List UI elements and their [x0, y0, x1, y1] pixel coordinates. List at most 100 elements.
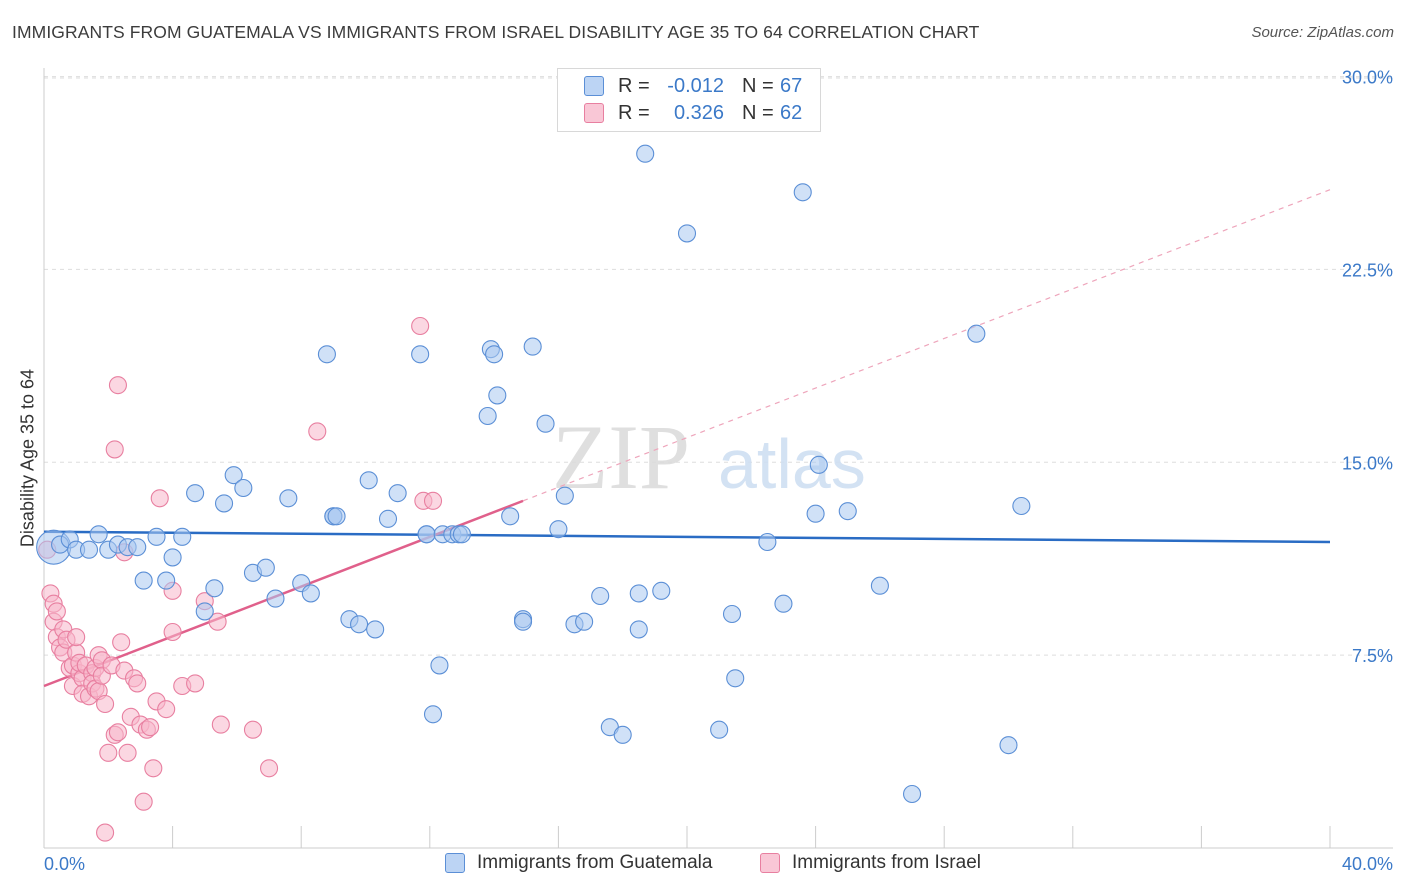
data-point-guatemala	[430, 656, 449, 675]
data-point-guatemala	[234, 478, 253, 498]
data-point-israel	[108, 723, 127, 742]
data-point-israel	[208, 612, 227, 631]
legend-r-value: 0.326	[673, 101, 724, 124]
data-point-guatemala	[513, 612, 533, 631]
trend-line-israel-extension	[522, 189, 1331, 502]
data-point-guatemala	[186, 484, 205, 503]
source-label: Source: ZipAtlas.com	[1251, 24, 1394, 41]
data-point-guatemala	[726, 669, 745, 688]
data-point-guatemala	[636, 144, 655, 163]
data-point-guatemala	[163, 548, 182, 567]
legend-r-label: R =	[618, 74, 650, 97]
data-point-guatemala	[195, 602, 214, 621]
legend-row-israel: R = 0.326 N = 62	[558, 100, 802, 126]
watermark-zip: ZIP	[552, 406, 690, 508]
data-point-israel	[47, 602, 66, 621]
data-point-guatemala	[629, 620, 648, 639]
legend-row-guatemala: R = -0.012 N = 67	[558, 73, 802, 99]
series-guatemala	[36, 144, 1031, 804]
data-point-israel	[96, 694, 115, 714]
data-point-guatemala	[809, 455, 828, 474]
data-point-guatemala	[575, 612, 594, 631]
data-point-guatemala	[501, 507, 520, 526]
data-point-guatemala	[205, 579, 224, 598]
data-point-guatemala	[677, 224, 697, 243]
legend-swatch-pink	[760, 853, 780, 873]
data-point-guatemala	[838, 502, 857, 521]
bottom-legend-israel: Immigrants from Israel	[760, 852, 981, 874]
data-point-israel	[144, 759, 163, 778]
data-point-guatemala	[629, 584, 648, 603]
data-point-guatemala	[157, 571, 176, 590]
series-israel	[38, 316, 443, 842]
data-point-guatemala	[806, 504, 825, 523]
data-point-guatemala	[902, 784, 922, 804]
legend: R = -0.012 N = 67 R = 0.326 N = 62	[557, 68, 821, 132]
legend-swatch-blue	[584, 76, 604, 96]
data-point-guatemala	[134, 571, 153, 590]
data-point-guatemala	[774, 594, 793, 613]
data-point-guatemala	[591, 586, 610, 606]
data-point-israel	[118, 743, 137, 762]
data-point-israel	[128, 674, 147, 693]
data-point-israel	[150, 489, 169, 508]
y-tick-labels: 7.5% 15.0% 22.5% 30.0%	[1342, 68, 1393, 667]
watermark: ZIP atlas	[552, 406, 866, 508]
data-point-israel	[423, 491, 443, 510]
watermark-atlas: atlas	[718, 425, 866, 503]
data-point-guatemala	[214, 494, 234, 513]
data-point-guatemala	[89, 525, 108, 544]
data-point-israel	[211, 715, 230, 734]
x-tick-label-min: 0.0%	[44, 854, 85, 874]
data-point-guatemala	[536, 414, 555, 433]
data-point-guatemala	[79, 540, 99, 559]
data-point-israel	[141, 718, 160, 737]
data-point-israel	[163, 622, 182, 642]
legend-n-label: N =	[742, 74, 774, 97]
data-point-guatemala	[793, 183, 812, 202]
data-point-guatemala	[147, 527, 166, 546]
data-point-israel	[105, 440, 124, 459]
data-point-israel	[308, 422, 327, 441]
data-point-guatemala	[722, 604, 742, 624]
data-point-guatemala	[758, 532, 777, 552]
legend-r-value: -0.012	[667, 74, 724, 97]
data-point-guatemala	[555, 486, 574, 505]
data-point-guatemala	[128, 538, 147, 557]
legend-n-value: 62	[780, 101, 803, 124]
data-point-israel	[112, 633, 131, 652]
data-point-guatemala	[549, 520, 568, 539]
data-point-guatemala	[388, 484, 407, 503]
data-point-guatemala	[452, 525, 472, 544]
data-point-israel	[134, 792, 153, 811]
data-point-guatemala	[710, 720, 729, 739]
data-point-israel	[186, 674, 205, 693]
trend-line-guatemala	[43, 530, 1331, 544]
legend-n-value: 67	[780, 74, 803, 97]
data-point-guatemala	[488, 386, 507, 405]
y-axis-label: Disability Age 35 to 64	[17, 368, 38, 548]
y-tick-label: 30.0%	[1342, 68, 1393, 88]
data-point-israel	[157, 700, 176, 719]
y-tick-label: 15.0%	[1342, 453, 1393, 473]
data-point-guatemala	[256, 558, 275, 577]
bottom-legend-israel-label: Immigrants from Israel	[792, 852, 981, 873]
data-point-guatemala	[870, 576, 889, 595]
data-point-guatemala	[173, 527, 192, 546]
data-point-israel	[67, 628, 86, 647]
x-tick-label-max: 40.0%	[1342, 854, 1393, 874]
data-point-israel	[99, 743, 118, 762]
data-point-guatemala	[279, 489, 298, 508]
bottom-legend-guatemala: Immigrants from Guatemala	[445, 852, 712, 874]
legend-n-label: N =	[742, 101, 774, 124]
data-point-guatemala	[327, 507, 346, 526]
legend-swatch-pink	[584, 103, 604, 123]
data-point-guatemala	[423, 705, 443, 724]
y-tick-label: 22.5%	[1342, 260, 1393, 280]
data-point-guatemala	[999, 736, 1018, 755]
data-point-guatemala	[613, 725, 632, 744]
data-point-guatemala	[485, 345, 504, 364]
data-point-guatemala	[317, 345, 336, 364]
axes	[43, 68, 1393, 849]
